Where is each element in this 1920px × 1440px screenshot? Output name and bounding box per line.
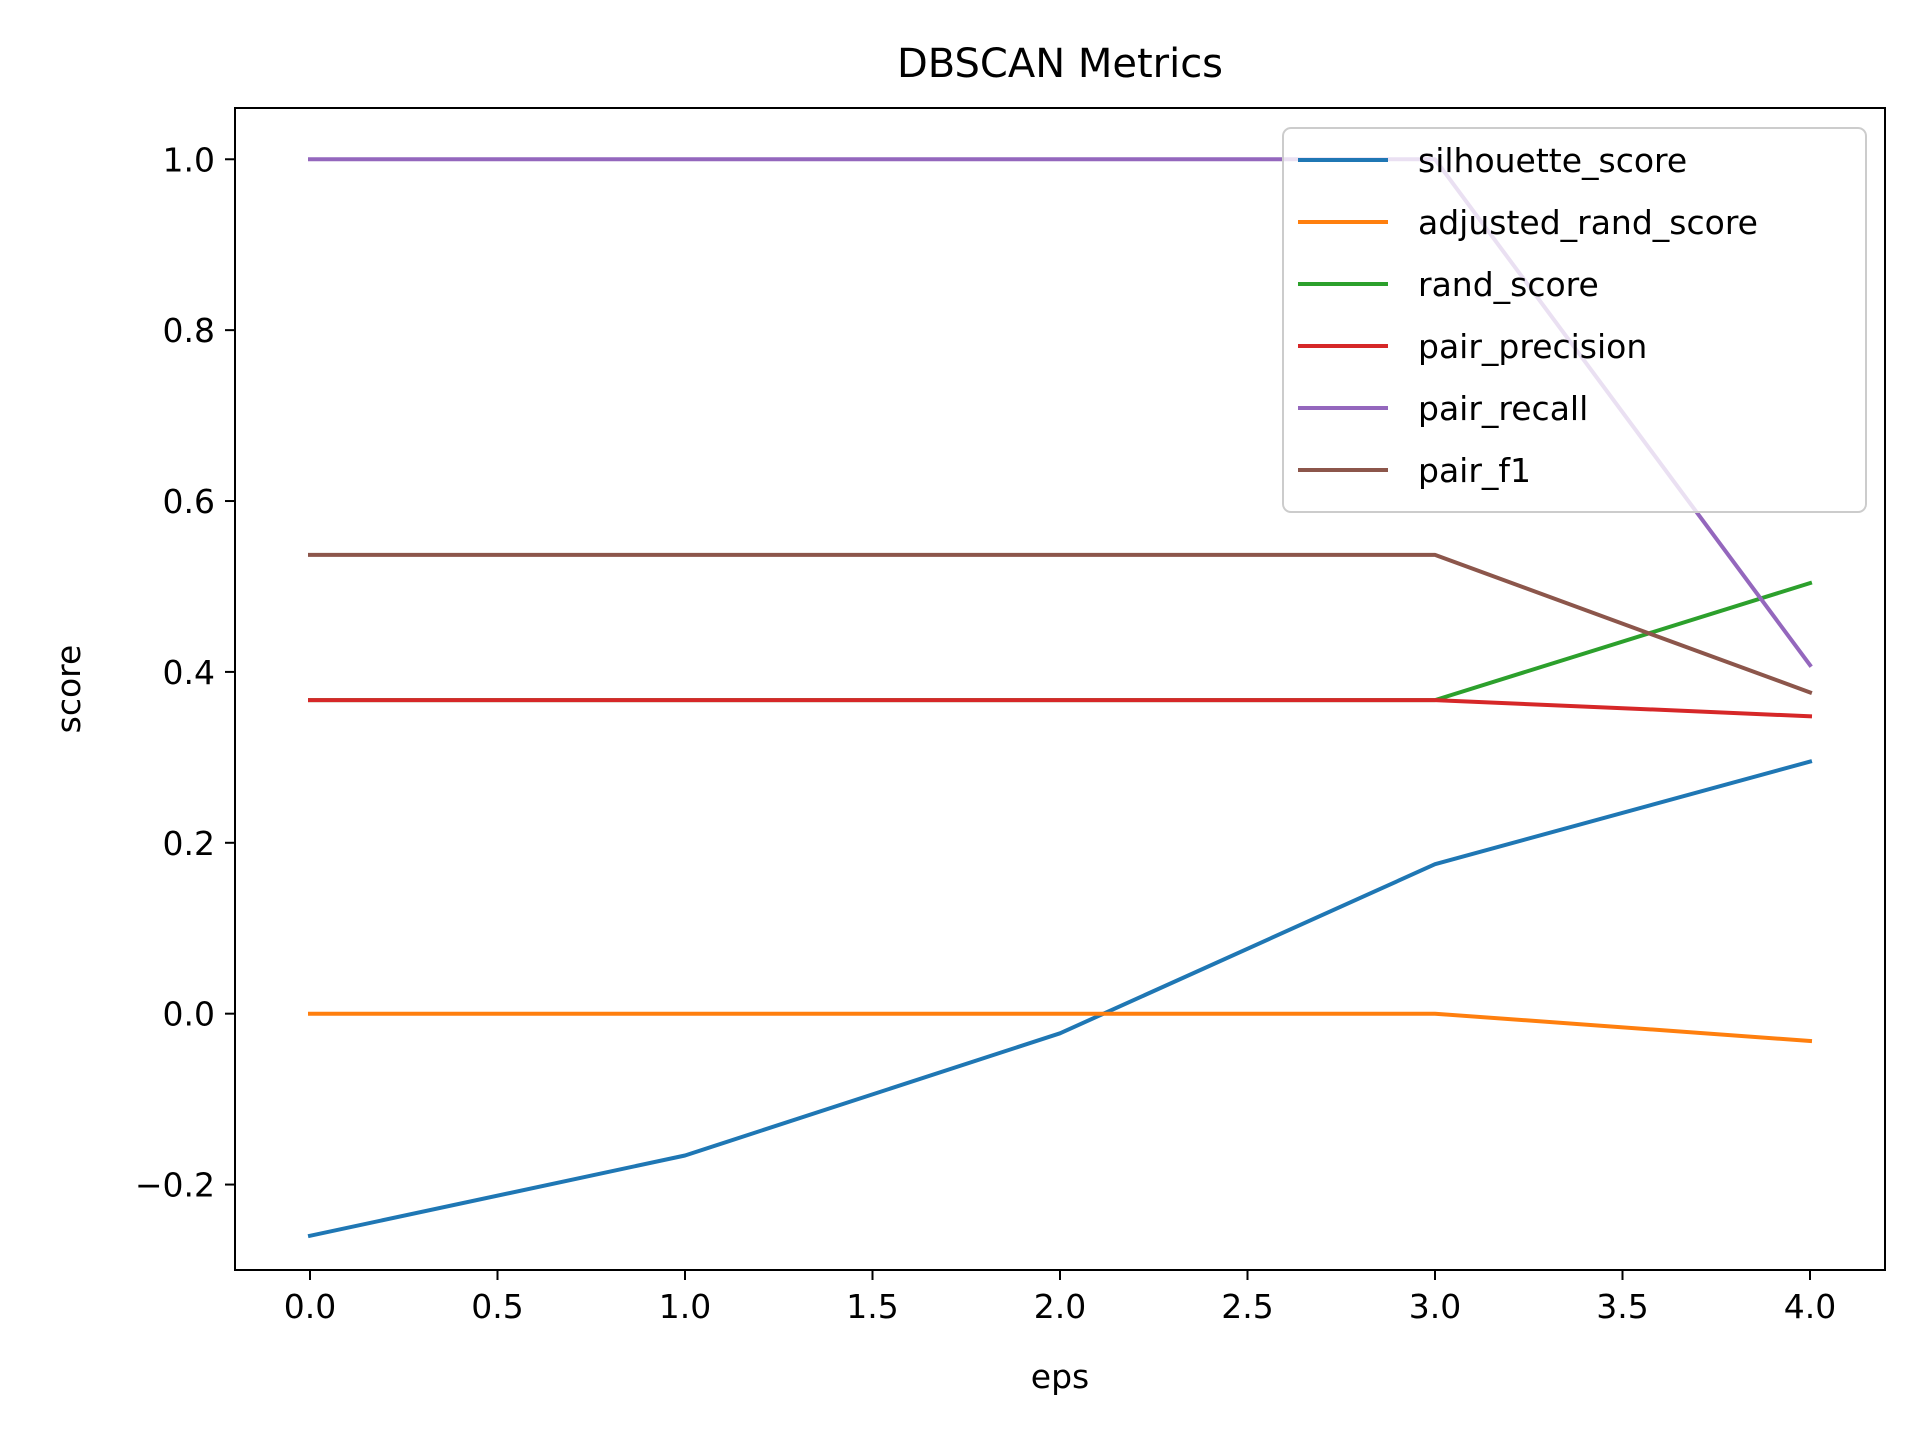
legend-label-rand-score: rand_score xyxy=(1418,265,1599,304)
y-tick-label: 0.0 xyxy=(163,995,215,1034)
y-tick-label: 0.8 xyxy=(163,311,215,350)
y-tick-label: 0.4 xyxy=(163,653,215,692)
x-axis-label: eps xyxy=(1031,1357,1089,1396)
x-tick-label: 1.5 xyxy=(846,1287,898,1326)
x-tick-label: 2.0 xyxy=(1034,1287,1086,1326)
legend-label-pair-precision: pair_precision xyxy=(1418,327,1647,366)
legend-label-silhouette-score: silhouette_score xyxy=(1418,141,1687,180)
legend-label-pair-f1: pair_f1 xyxy=(1418,451,1531,490)
y-tick-label: 0.2 xyxy=(163,824,215,863)
x-tick-label: 3.5 xyxy=(1596,1287,1648,1326)
legend-box xyxy=(1282,127,1867,513)
x-axis-ticks: 0.0 0.5 1.0 1.5 2.0 2.5 3.0 3.5 4.0 xyxy=(284,1270,1836,1326)
series-line-silhouette-score xyxy=(307,759,1813,1239)
y-tick-label: 0.6 xyxy=(163,482,215,521)
plot-frame xyxy=(234,107,1886,1271)
y-axis-ticks: −0.2 0.0 0.2 0.4 0.6 0.8 1.0 xyxy=(135,140,235,1205)
plot-lines xyxy=(307,157,1813,1239)
x-tick-label: 1.0 xyxy=(659,1287,711,1326)
series-line-adjusted-rand-score xyxy=(308,1011,1813,1044)
x-tick-label: 4.0 xyxy=(1784,1287,1836,1326)
chart-title: DBSCAN Metrics xyxy=(897,41,1223,87)
series-line-pair-f1 xyxy=(308,552,1813,695)
legend-label-adjusted-rand-score: adjusted_rand_score xyxy=(1418,203,1758,242)
x-tick-label: 3.0 xyxy=(1409,1287,1461,1326)
legend-label-pair-recall: pair_recall xyxy=(1418,389,1588,428)
y-axis-label: score xyxy=(49,645,88,734)
series-line-pair-precision xyxy=(308,698,1813,719)
x-tick-label: 0.5 xyxy=(471,1287,523,1326)
x-tick-label: 2.5 xyxy=(1221,1287,1273,1326)
y-tick-label: 1.0 xyxy=(163,140,215,179)
x-tick-label: 0.0 xyxy=(284,1287,336,1326)
legend: silhouette_score adjusted_rand_score rand_… xyxy=(1282,127,1867,513)
y-tick-label: −0.2 xyxy=(135,1166,215,1205)
